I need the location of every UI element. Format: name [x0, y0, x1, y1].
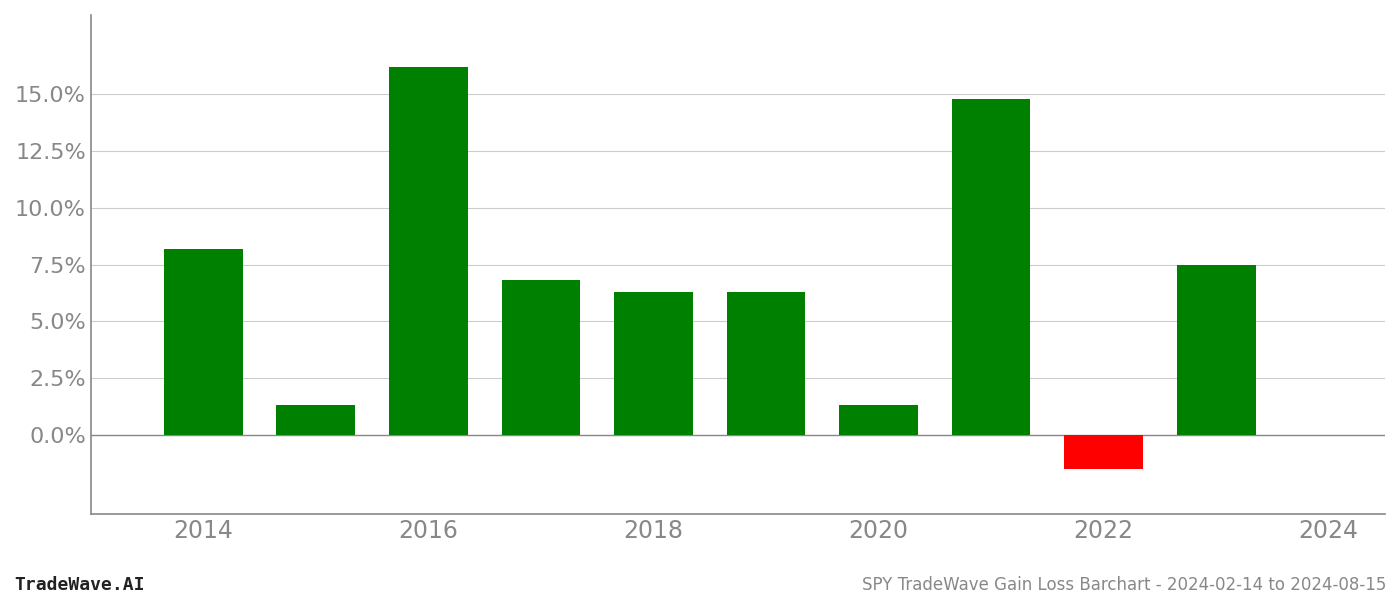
Bar — [501, 280, 581, 435]
Bar — [727, 292, 805, 435]
Bar — [839, 405, 918, 435]
Bar — [615, 292, 693, 435]
Bar — [276, 405, 356, 435]
Bar — [952, 99, 1030, 435]
Text: SPY TradeWave Gain Loss Barchart - 2024-02-14 to 2024-08-15: SPY TradeWave Gain Loss Barchart - 2024-… — [861, 576, 1386, 594]
Bar — [1177, 265, 1256, 435]
Bar — [164, 248, 242, 435]
Bar — [1064, 435, 1142, 469]
Bar — [389, 67, 468, 435]
Text: TradeWave.AI: TradeWave.AI — [14, 576, 144, 594]
